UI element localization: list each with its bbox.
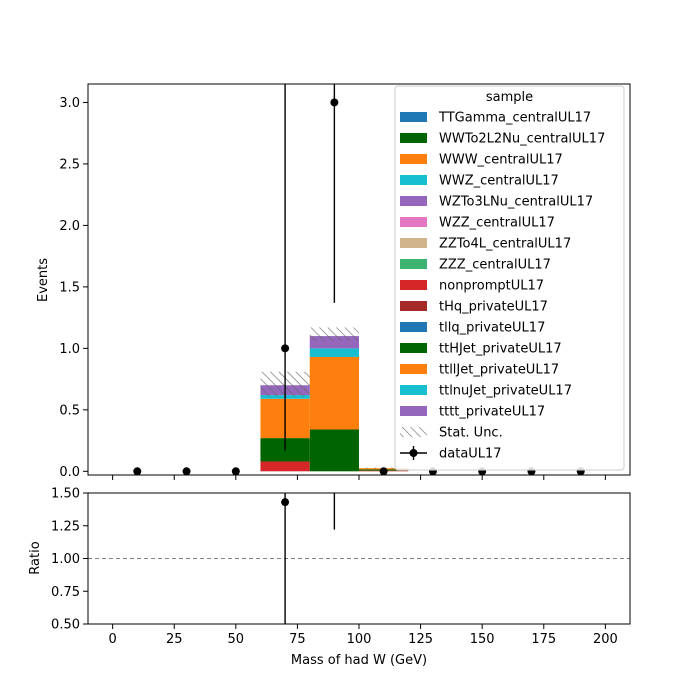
legend-swatch [400, 217, 427, 227]
main-y-axis-label: Events [36, 258, 51, 302]
legend-label: WZZ_centralUL17 [439, 216, 555, 231]
legend-label: ttlnuJet_privateUL17 [439, 384, 572, 399]
x-axis: 0 25 50 75 100 125 150 175 200 [108, 624, 618, 647]
legend-swatch [400, 196, 427, 206]
y-tick-label: 1.0 [59, 342, 80, 357]
legend-swatch [400, 385, 427, 395]
legend-swatch [400, 364, 427, 374]
ratio-y-axis: 0.50 0.75 1.00 1.25 1.50 [51, 487, 88, 633]
bar-segment [309, 356, 359, 430]
legend-swatch [400, 259, 427, 269]
legend-swatch [400, 280, 427, 290]
x-tick-label: 100 [347, 632, 372, 647]
y-tick-label: 2.5 [59, 157, 80, 172]
x-tick-label: 75 [289, 632, 306, 647]
y-tick-label: 3.0 [59, 96, 80, 111]
legend-box [394, 85, 625, 471]
stat-unc-segment [309, 327, 359, 341]
legend-label: nonpromptUL17 [439, 279, 544, 294]
x-tick-label: 0 [108, 632, 116, 647]
y-tick-label: 1.5 [59, 280, 80, 295]
legend-label: tllq_privateUL17 [439, 321, 545, 336]
legend-label: tttt_privateUL17 [439, 405, 545, 420]
bar-segment [309, 348, 359, 357]
data-point [330, 98, 339, 107]
legend-swatch [400, 238, 427, 248]
legend-title: sample [486, 90, 533, 105]
legend-swatch [400, 301, 427, 311]
legend-swatch [400, 406, 427, 416]
x-tick-label: 25 [166, 632, 183, 647]
x-tick-label: 175 [531, 632, 556, 647]
legend-swatch [400, 133, 427, 143]
x-tick-label: 50 [228, 632, 245, 647]
legend-swatch [400, 322, 427, 332]
legend-label: tHq_privateUL17 [439, 300, 548, 315]
ratio-y-tick-label: 0.50 [51, 618, 80, 633]
bar-segment [260, 461, 310, 472]
y-tick-label: 0.0 [59, 465, 80, 480]
legend-label: WZTo3LNu_centralUL17 [439, 195, 593, 210]
legend-label: ttllJet_privateUL17 [439, 363, 559, 378]
x-tick-label: 125 [408, 632, 433, 647]
data-points [133, 84, 585, 475]
ratio-point [281, 498, 290, 507]
legend-swatch [400, 175, 427, 185]
legend-swatch [400, 343, 427, 353]
main-panel: 0.0 0.5 1.0 1.5 2.0 2.5 3.0 Events sample TTGam… [36, 83, 631, 480]
legend-label: WWTo2L2Nu_centralUL17 [439, 132, 605, 147]
data-point [379, 467, 388, 475]
legend-label: dataUL17 [439, 447, 502, 462]
ratio-points [281, 493, 336, 624]
ratio-y-tick-label: 1.25 [51, 519, 80, 534]
x-tick-label: 200 [593, 632, 618, 647]
legend-label: WWW_centralUL17 [439, 153, 563, 168]
legend-swatch [400, 154, 427, 164]
x-tick-label: 150 [470, 632, 495, 647]
main-y-axis: 0.0 0.5 1.0 1.5 2.0 2.5 3.0 [59, 96, 88, 480]
ratio-y-tick-label: 1.50 [51, 487, 80, 502]
legend-label: Stat. Unc. [439, 426, 503, 441]
legend-swatch-hatch [400, 427, 427, 437]
ratio-y-tick-label: 1.00 [51, 552, 80, 567]
data-point [231, 467, 240, 475]
legend-marker-icon [409, 449, 418, 457]
ratio-axes-frame [87, 492, 631, 625]
legend-label: TTGamma_centralUL17 [438, 111, 591, 126]
data-point [281, 344, 290, 353]
ratio-y-axis-label: Ratio [28, 541, 43, 574]
legend-label: ttHJet_privateUL17 [439, 342, 562, 357]
data-point [133, 467, 142, 475]
stacked-histogram [260, 336, 409, 472]
legend-swatch [400, 112, 427, 122]
y-tick-label: 2.0 [59, 219, 80, 234]
ratio-y-tick-label: 0.75 [51, 585, 80, 600]
y-tick-label: 0.5 [59, 403, 80, 418]
legend-label: ZZTo4L_centralUL17 [439, 237, 571, 252]
legend: sample TTGamma_centralUL17 WWTo2L2Nu_centr… [394, 85, 625, 471]
x-axis-label: Mass of had W (GeV) [291, 653, 427, 668]
main-x-ticks [112, 475, 606, 480]
bar-segment [309, 429, 359, 472]
ratio-panel: 0.50 0.75 1.00 1.25 1.50 0 25 50 75 100 125 150 175… [28, 487, 631, 668]
legend-label: WWZ_centralUL17 [439, 174, 559, 189]
data-point [182, 467, 191, 475]
legend-label: ZZZ_centralUL17 [439, 258, 551, 273]
